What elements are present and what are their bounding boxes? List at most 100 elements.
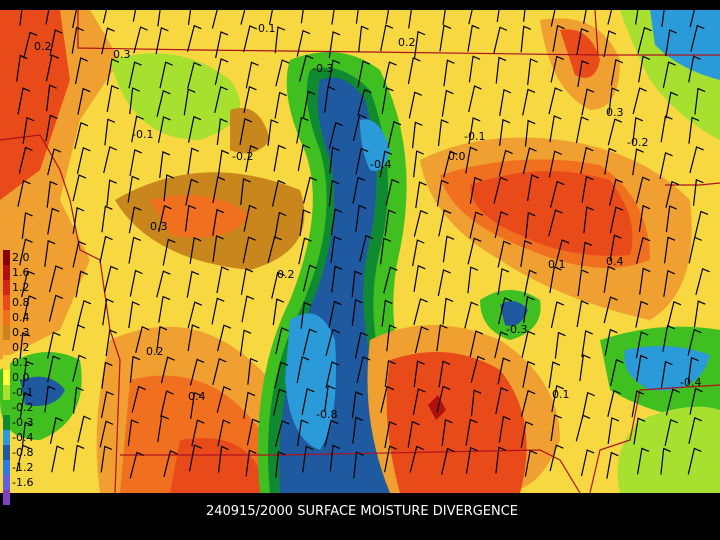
wind-barb [552,24,565,52]
contour-labels: 0.2 -0.3 0.1 0.3 -0.1 -0.2 0.2 -0.4 0.3 … [34,22,701,421]
wind-barb [99,420,114,448]
wind-barb [274,420,290,448]
wind-barb [351,391,363,419]
wind-barb [275,327,289,355]
wind-barb [520,25,532,53]
wind-barb [522,360,536,388]
wind-barb [72,386,84,414]
wind-barb [72,354,87,382]
wind-barb [19,238,33,266]
wind-barb [72,174,87,202]
wind-barb [128,206,142,234]
legend-swatch [3,385,10,400]
wind-barb [21,270,35,298]
wind-barb [22,295,37,323]
wind-barb [443,59,455,87]
wind-barb [214,58,229,86]
wind-barb [496,0,502,23]
wind-barb [380,24,394,52]
wind-barb [129,149,143,177]
wind-barb [129,451,145,479]
wind-barb [603,30,617,58]
wind-barb [132,0,139,22]
wind-barb [520,239,533,267]
wind-barb [47,207,60,235]
wind-barb [581,391,595,419]
wind-barb [524,449,538,477]
wind-barb [549,266,562,294]
wind-barb [548,150,562,178]
wind-barb [245,144,258,172]
wind-barb [383,266,398,294]
wind-barb [575,414,591,442]
wind-barb [468,117,481,145]
wind-barb [387,120,402,148]
wind-barb [72,444,85,472]
contour-label: -0.3 [506,323,527,336]
wind-barb [355,0,368,24]
wind-barb [498,297,512,325]
wind-barb [384,421,397,449]
wind-barb [638,55,651,83]
wind-barb [603,265,616,293]
wind-barb [469,176,483,204]
wind-barb [243,86,257,113]
wind-barb [135,326,150,354]
wind-barb [443,150,458,178]
wind-barb [412,388,426,416]
wind-barb [187,0,200,25]
wind-barb [436,324,448,352]
wind-barb [384,359,396,387]
legend-label: -0.1 [12,386,33,399]
wind-barb [575,116,589,144]
wind-barb [129,355,141,383]
wind-barb [522,88,536,116]
wind-barb [328,179,340,207]
wind-barb [45,54,60,82]
wind-barb [157,415,169,443]
wind-barb [662,61,676,89]
wind-barb [21,421,33,449]
wind-barb [212,208,225,236]
wind-barb [19,0,31,26]
legend-label: -1.6 [12,476,33,489]
wind-barb [609,234,622,262]
contour-label: 0.1 [258,22,276,35]
legend-label: 0.8 [12,296,30,309]
wind-barb [636,447,650,475]
wind-barb [351,299,363,326]
wind-barb [687,356,699,384]
wind-barb [441,89,454,117]
wind-barb [133,26,148,54]
wind-barb [296,356,310,384]
wind-barb [551,384,564,412]
wind-barb [162,238,176,266]
wind-barb [159,151,171,178]
wind-barb [580,241,593,269]
wind-barb [186,270,200,298]
wind-barb [273,144,286,172]
wind-barb [441,447,455,475]
legend-swatch [3,325,10,340]
legend-swatch [3,400,10,415]
wind-barb [103,146,118,174]
wind-barb [324,419,339,447]
wind-barb [102,298,114,326]
wind-barb [216,385,232,413]
wind-barb [632,87,647,115]
wind-barb [128,301,140,329]
wind-barb [665,29,677,57]
wind-barb [384,445,397,473]
wind-barb [22,360,34,388]
wind-barb [330,208,343,236]
wind-barb [298,54,314,82]
wind-barb [187,147,199,175]
wind-barb [47,355,61,383]
wind-barb [637,26,652,54]
wind-barb [437,119,449,146]
wind-barb [413,209,428,237]
wind-barb [214,86,228,113]
legend-label: 1.6 [12,266,30,279]
wind-barb [273,388,287,416]
wind-barb [106,58,120,86]
